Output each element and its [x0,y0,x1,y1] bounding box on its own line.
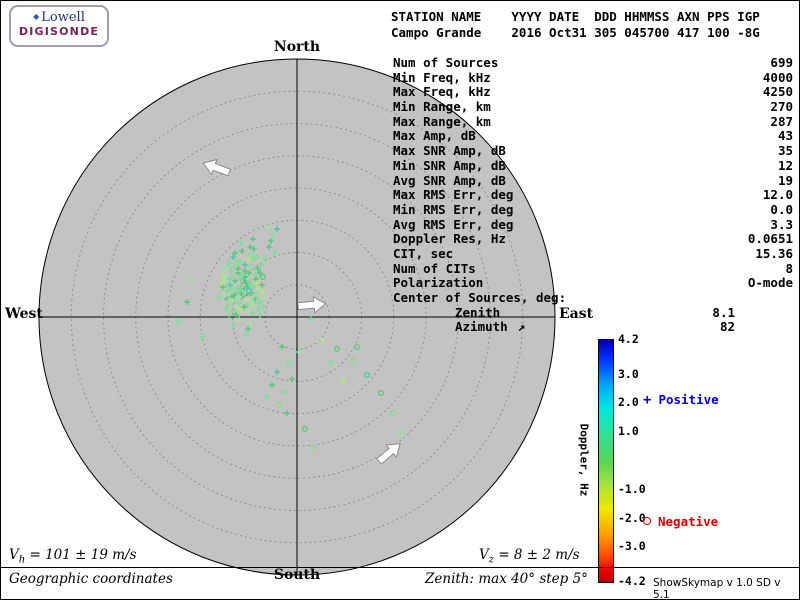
footer-divider [1,567,799,568]
param-label: Zenith [455,304,501,320]
legend-positive-label: Positive [658,392,719,407]
param-row: Avg RMS Err, deg 3.3 [393,216,793,233]
param-value: 8.1 [712,304,735,320]
doppler-colorbar [598,339,614,583]
colorbar-tick-label: -2.0 [618,510,646,525]
colorbar-tick-label: 4.2 [618,332,639,346]
param-label: Min RMS Err, deg [393,201,514,217]
param-label: Max Amp, dB [393,128,476,144]
param-value: 3.3 [770,216,793,232]
header-field-values: Campo Grande 2016 Oct31 305 045700 417 1… [391,25,760,40]
param-value: 8 [785,260,793,276]
logo-lowell-text: Lowell [41,10,85,25]
param-value: 0.0651 [747,231,793,247]
param-label: CIT, sec [393,245,454,261]
param-label: Avg RMS Err, deg [393,216,514,232]
param-label: Avg SNR Amp, dB [393,172,506,188]
colorbar-tick-label: 2.0 [618,395,639,410]
negative-circle-icon [643,517,651,525]
param-value: 270 [770,99,793,115]
param-value: 19 [777,172,793,188]
compass-east-label: East [559,306,594,322]
param-label: Center of Sources, deg: [393,290,567,305]
param-label: Num of CITs [393,260,476,276]
param-value: 15.36 [755,245,793,261]
coordinates-note: Geographic coordinates [9,571,173,587]
compass-north-label: North [273,39,321,55]
positive-plus-icon: + [643,392,652,408]
param-value [566,291,793,306]
param-label: Polarization [393,275,484,291]
param-value: 0.0 [770,201,793,217]
compass-west-label: West [5,306,43,322]
colorbar-tick-label: -3.0 [618,539,646,554]
param-label: Num of Sources [393,55,499,70]
param-row: Avg SNR Amp, dB 19 [393,172,793,189]
logo-digisonde-text: DIGISONDE [18,25,100,38]
param-row: CIT, sec 15.36 [393,245,793,262]
compass-south-label: South [273,567,321,583]
param-row: Max SNR Amp, dB 35 [393,143,793,159]
param-label: Min SNR Amp, dB [393,157,506,173]
colorbar-tick-label: -1.0 [618,481,646,496]
horizontal-velocity-readout: Vh = 101 ± 19 m/s [9,547,137,566]
param-row: Doppler Res, Hz 0.0651 [393,232,793,247]
lowell-diamond-icon: ◆ [33,12,40,21]
parameter-panel: Num of Sources 699 Min Freq, kHz 4000 Max Fr… [393,55,793,335]
param-value: 82 [719,319,735,335]
param-value: 43 [777,128,793,144]
param-value: 12 [777,157,793,173]
header-field-names: STATION NAME YYYY DATE DDD HHMMSS AXN PP… [391,9,760,24]
colorbar-tick-label: -4.2 [618,574,646,588]
legend-negative-label: Negative [658,514,719,529]
param-row: Polarization O-mode [393,276,793,291]
param-label: Doppler Res, Hz [393,231,506,247]
param-row: Max Range, km 287 [393,113,793,130]
zenith-scale-note: Zenith: max 40° step 5° [425,571,588,587]
colorbar-tick-label: 3.0 [618,366,639,381]
azimuth-direction-icon: ↗ [517,319,526,335]
logo-lowell-row: ◆ Lowell [11,10,107,25]
param-row: Num of CITs 8 [393,260,793,277]
param-row: Max RMS Err, deg 12.0 [393,187,793,203]
param-value: 12.0 [762,187,793,203]
colorbar-axis-title: Doppler, Hz [577,423,591,497]
param-label: Azimuth [455,319,508,335]
param-row: Max Amp, dB 43 [393,129,793,144]
param-label: Min Freq, kHz [393,69,491,85]
app-version-label: ShowSkymap v 1.0 SD v 5.1 [653,577,781,600]
param-row: Num of Sources 699 [393,55,793,71]
param-row: Center of Sources, deg: [393,290,793,306]
param-row: Max Freq, kHz 4250 [393,85,793,100]
param-row: Min SNR Amp, dB 12 [393,157,793,174]
param-value: 699 [770,55,793,70]
param-label: Max Range, km [393,113,491,129]
param-value: 287 [770,113,793,129]
param-value: 4250 [762,84,793,100]
param-label: Min Range, km [393,99,491,115]
param-row: Azimuth ↗ 82 [393,320,793,335]
legend-positive: + Positive [643,392,719,408]
param-value: 35 [777,143,793,159]
param-row: Min Range, km 270 [393,99,793,115]
param-row: Zenith 8.1 [393,304,793,321]
param-label: Max RMS Err, deg [393,187,514,203]
param-value: 4000 [762,69,793,85]
param-label: Max Freq, kHz [393,84,491,100]
param-row: Min RMS Err, deg 0.0 [393,201,793,218]
colorbar-tick-label: 1.0 [618,424,639,439]
lowell-digisonde-logo: ◆ Lowell DIGISONDE [9,5,109,47]
param-row: Min Freq, kHz 4000 [393,69,793,86]
param-value: O-mode [747,275,793,291]
legend-negative: Negative [643,514,718,529]
vertical-velocity-readout: Vz = 8 ± 2 m/s [479,547,580,566]
param-label: Max SNR Amp, dB [393,143,506,159]
